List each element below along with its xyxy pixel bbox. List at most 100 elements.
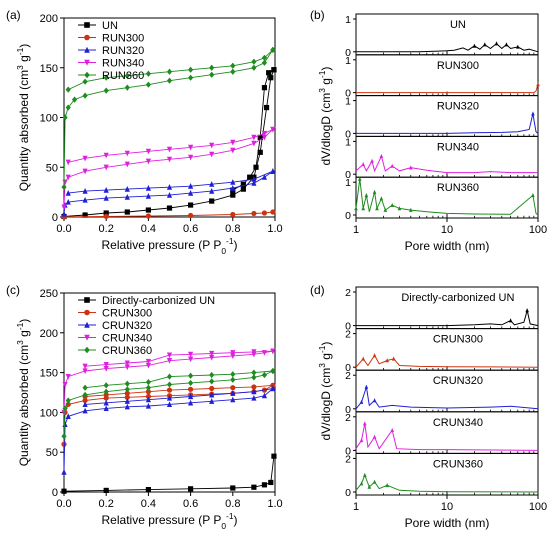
data-point (482, 42, 487, 47)
y-tick-label: 2 (345, 453, 351, 465)
psd-line (356, 310, 539, 327)
y-tick-label: 0 (52, 212, 58, 224)
data-point (408, 165, 413, 170)
data-point (209, 142, 215, 149)
y-tick-label: 2 (345, 287, 351, 299)
y-tick-label: 1 (345, 14, 351, 26)
data-point (124, 394, 130, 400)
data-point (209, 151, 215, 158)
data-point (270, 385, 276, 392)
data-point (209, 64, 215, 71)
subplot-label: UN (450, 19, 466, 31)
series-RUN360 (61, 46, 276, 191)
data-point (397, 206, 402, 211)
data-point (385, 358, 389, 363)
data-point (209, 181, 215, 187)
data-point (62, 179, 68, 186)
subplot-label: Directly-carbonized UN (401, 292, 514, 304)
data-point (82, 92, 88, 99)
data-point (261, 134, 268, 141)
x-tick-label: 100 (529, 501, 547, 513)
y-tick-label: 1 (345, 136, 351, 148)
data-point (166, 192, 173, 198)
data-point (270, 46, 276, 53)
data-point (209, 198, 215, 204)
data-point (379, 153, 384, 158)
data-point (188, 486, 194, 492)
x-tick-label: 0.4 (141, 498, 156, 510)
x-tick-label: 0.6 (183, 223, 198, 235)
data-point (230, 376, 236, 383)
data-point (372, 434, 377, 439)
data-point (270, 126, 276, 133)
subplot-UN: 0 1 UN (345, 13, 539, 59)
data-point (124, 386, 130, 393)
data-point (65, 174, 71, 181)
legend-label: RUN360 (102, 70, 144, 82)
data-point (124, 84, 130, 91)
data-point (251, 394, 257, 401)
data-point (145, 362, 151, 369)
data-point (383, 207, 388, 212)
subplot-label: RUN300 (437, 60, 479, 72)
legend-label: RUN300 (102, 33, 144, 45)
data-point (188, 386, 194, 392)
legend-label: RUN320 (102, 45, 144, 57)
data-point (82, 188, 88, 194)
data-point (261, 210, 268, 216)
panel-label: (a) (6, 8, 21, 22)
data-point (103, 362, 109, 368)
data-point (82, 196, 88, 203)
data-point (261, 130, 268, 137)
data-point (61, 469, 67, 475)
data-point (103, 194, 109, 201)
data-point (188, 399, 194, 406)
legend-marker (84, 71, 90, 79)
data-point (270, 209, 276, 215)
data-point (230, 139, 236, 146)
data-point (209, 378, 215, 385)
subplot-label: CRUN320 (433, 375, 483, 387)
data-point (251, 484, 257, 490)
data-point (261, 85, 268, 91)
data-point (124, 380, 130, 387)
desorption-line (85, 388, 273, 405)
data-point (472, 43, 477, 48)
data-point (188, 356, 194, 363)
subplot-label: RUN360 (437, 182, 479, 194)
data-point (263, 104, 270, 111)
data-point (391, 356, 396, 361)
data-point (209, 188, 215, 194)
data-point (354, 206, 358, 211)
y-tick-label: 0 (345, 487, 351, 499)
legend-marker (84, 297, 90, 303)
y-tick-label: 0 (345, 404, 351, 416)
adsorption-line (63, 456, 275, 492)
legend-label: CRUN360 (102, 345, 152, 357)
psd-line (355, 154, 538, 174)
y-tick-label: 0 (345, 362, 351, 374)
data-point (188, 393, 194, 400)
panel-a: (a) 0.0 0.2 0.4 0.6 0.8 1.0 0 50 100 150 200 Relativ… (6, 8, 283, 256)
data-point (251, 134, 257, 141)
data-point (103, 487, 109, 494)
data-point (145, 487, 151, 493)
data-point (230, 485, 236, 491)
data-point (61, 433, 67, 440)
adsorption-line (63, 129, 274, 208)
x-tick-label: 0.2 (99, 223, 114, 235)
x-axis-label: Pore width (nm) (405, 516, 490, 530)
y-tick-label: 1 (345, 96, 351, 108)
data-point (372, 189, 377, 194)
data-point (188, 66, 194, 73)
y-axis-label: Quantity absorbed (cm3 g-1) (15, 319, 31, 467)
panel-label: (b) (310, 8, 325, 22)
subplot-label: RUN340 (437, 141, 479, 153)
data-point (270, 348, 276, 355)
data-point (65, 190, 71, 196)
data-point (251, 388, 257, 395)
data-point (390, 427, 395, 433)
data-point (375, 206, 379, 211)
